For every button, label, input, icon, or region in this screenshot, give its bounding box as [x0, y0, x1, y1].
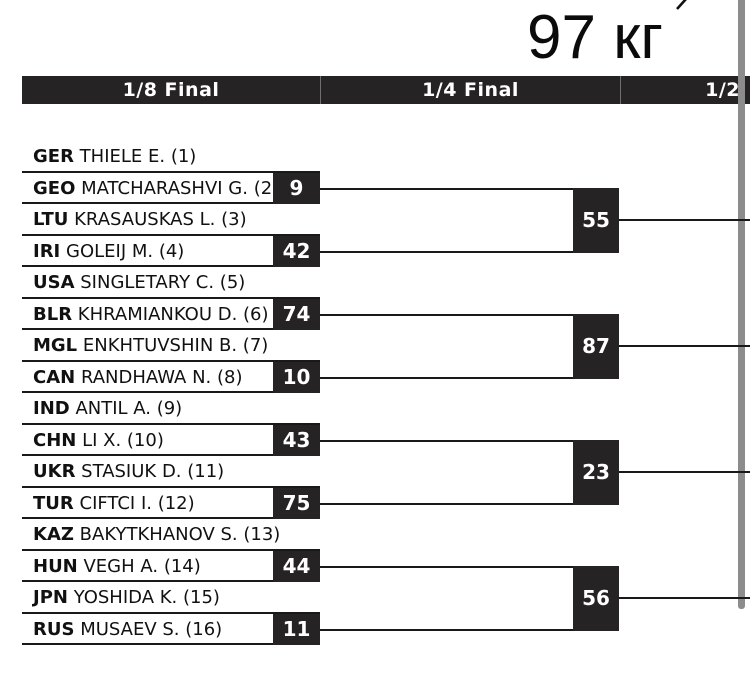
bracket-connector-line	[320, 313, 573, 316]
header-label: 1/8 Final	[122, 79, 220, 101]
competitor-name: USA SINGLETARY C. (5)	[33, 272, 246, 293]
quarterfinal-match-box: 87	[573, 313, 619, 379]
competitor-row: CHN LI X. (10) 43	[22, 424, 320, 456]
bracket-connector-line	[619, 345, 750, 347]
weight-class-title: 97 кг	[527, 3, 663, 72]
competitor-row: KAZ BAKYTKHANOV S. (13)	[22, 519, 320, 551]
match-number-badge: 43	[273, 424, 320, 456]
competitor-name: GER THIELE E. (1)	[33, 146, 197, 167]
bracket-connector-line	[320, 439, 573, 442]
match-number-badge: 9	[273, 172, 320, 204]
match-number-badge: 44	[273, 550, 320, 582]
competitor-row: IND ANTIL A. (9)	[22, 393, 320, 425]
competitor-row: BLR KHRAMIANKOU D. (6) 74	[22, 298, 320, 330]
match-number-badge: 74	[273, 298, 320, 330]
bracket-connector-line	[320, 376, 573, 379]
round-header: 1/8 Final 1/4 Final 1/2	[22, 76, 750, 104]
competitor-row: TUR CIFTCI I. (12) 75	[22, 487, 320, 519]
match-number-badge: 42	[273, 235, 320, 267]
competitor-name: KAZ BAKYTKHANOV S. (13)	[33, 524, 281, 545]
match-number-badge: 11	[273, 613, 320, 645]
bracket-connector-line	[619, 597, 750, 599]
competitor-name: TUR CIFTCI I. (12)	[33, 492, 195, 514]
bracket-connector-line	[320, 565, 573, 568]
match-number-badge: 10	[273, 361, 320, 393]
competitor-name: IRI GOLEIJ M. (4)	[33, 240, 185, 262]
competitor-row: GER THIELE E. (1)	[22, 141, 320, 173]
competitor-row: UKR STASIUK D. (11)	[22, 456, 320, 488]
competitor-name: JPN YOSHIDA K. (15)	[33, 587, 220, 608]
competitor-row: GEO MATCHARASHVI G. (2 9	[22, 172, 320, 204]
header-label: 1/2	[705, 79, 740, 101]
competitor-name: CAN RANDHAWA N. (8)	[33, 366, 243, 388]
bracket-connector-line	[619, 219, 750, 221]
header-col-12-final: 1/2	[620, 76, 750, 104]
vertical-scrollbar-thumb[interactable]	[738, 0, 745, 609]
bracket-connector-line	[320, 628, 573, 631]
competitor-row: USA SINGLETARY C. (5)	[22, 267, 320, 299]
competitor-row: IRI GOLEIJ M. (4) 42	[22, 235, 320, 267]
competitor-name: IND ANTIL A. (9)	[33, 398, 183, 419]
competitor-row: LTU KRASAUSKAS L. (3)	[22, 204, 320, 236]
competitor-row: MGL ENKHTUVSHIN B. (7)	[22, 330, 320, 362]
quarterfinal-match-box: 23	[573, 439, 619, 505]
competitor-name: UKR STASIUK D. (11)	[33, 461, 225, 482]
match-number-badge: 75	[273, 487, 320, 519]
competitor-row: CAN RANDHAWA N. (8) 10	[22, 361, 320, 393]
header-col-18-final: 1/8 Final	[22, 76, 320, 104]
competitor-row: RUS MUSAEV S. (16) 11	[22, 613, 320, 645]
competitor-name: MGL ENKHTUVSHIN B. (7)	[33, 335, 269, 356]
bracket-connector-line	[320, 502, 573, 505]
quarterfinal-match-box: 55	[573, 187, 619, 253]
clipped-text-mark	[676, 0, 687, 10]
header-col-14-final: 1/4 Final	[320, 76, 620, 104]
bracket-connector-line	[619, 471, 750, 473]
competitor-name: HUN VEGH A. (14)	[33, 555, 201, 577]
competitor-name: LTU KRASAUSKAS L. (3)	[33, 209, 247, 230]
bracket-connector-line	[320, 250, 573, 253]
quarterfinal-match-box: 56	[573, 565, 619, 631]
competitor-row: HUN VEGH A. (14) 44	[22, 550, 320, 582]
competitor-name: GEO MATCHARASHVI G. (2	[33, 177, 271, 199]
competitor-row: JPN YOSHIDA K. (15)	[22, 582, 320, 614]
competitor-name: CHN LI X. (10)	[33, 429, 164, 451]
competitor-name: BLR KHRAMIANKOU D. (6)	[33, 303, 269, 325]
bracket-connector-line	[320, 187, 573, 190]
competitor-name: RUS MUSAEV S. (16)	[33, 618, 223, 640]
header-label: 1/4 Final	[422, 79, 519, 101]
